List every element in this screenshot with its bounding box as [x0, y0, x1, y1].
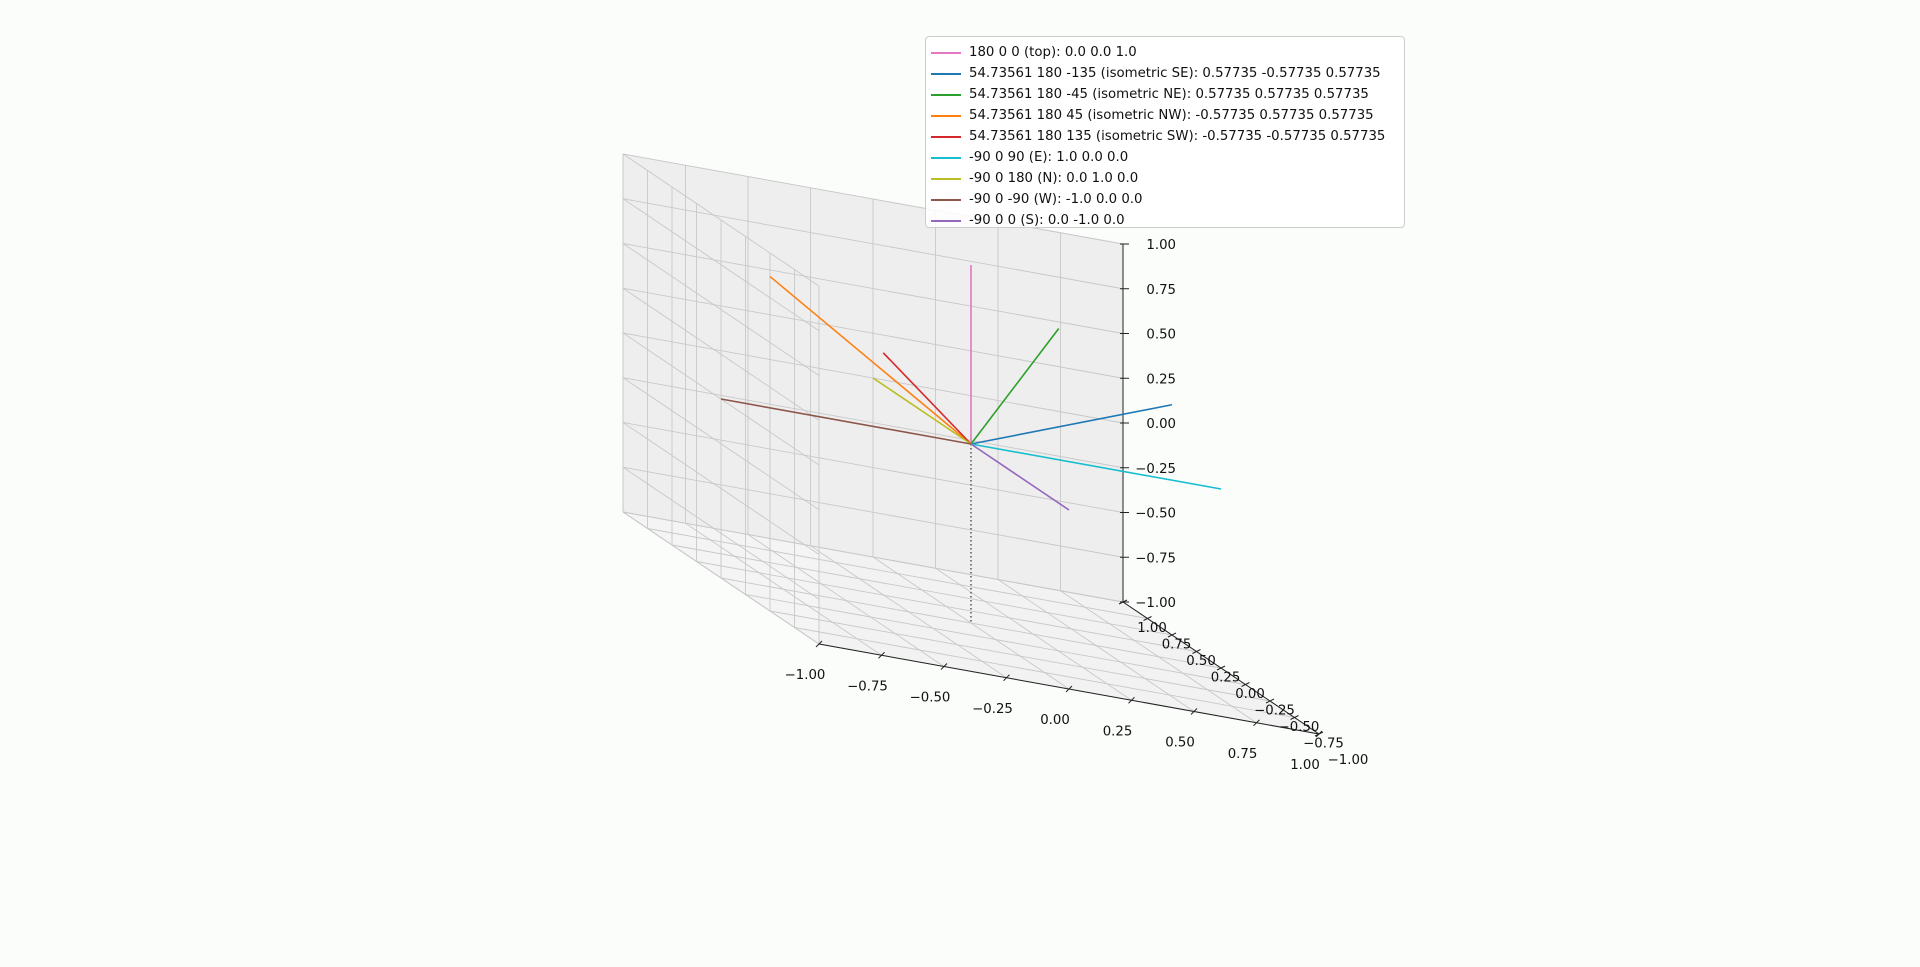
- x-tick: [815, 640, 823, 648]
- grid-line: [622, 153, 820, 287]
- tick-marks: [815, 243, 1324, 738]
- y-tick-label: −0.50: [1279, 720, 1320, 735]
- z-tick-label: 0.25: [1146, 372, 1176, 387]
- tick-labels: −1.00−0.75−0.50−0.250.000.250.500.751.00…: [785, 238, 1369, 773]
- x-tick: [940, 663, 948, 670]
- grid-line: [622, 243, 1124, 334]
- z-tick-label: 0.75: [1146, 283, 1176, 298]
- legend-swatch: [931, 73, 961, 75]
- x-tick-label: −0.50: [910, 691, 951, 706]
- legend-label: 54.73561 180 135 (isometric SW): -0.5773…: [969, 129, 1386, 144]
- series-line: [970, 443, 1222, 490]
- grid-line: [1060, 590, 1257, 724]
- legend-label: 54.73561 180 -135 (isometric SE): 0.5773…: [969, 66, 1381, 81]
- legend-label: 54.73561 180 -45 (isometric NE): 0.57735…: [969, 87, 1369, 102]
- x-tick: [1065, 685, 1073, 693]
- grid-line: [622, 198, 1124, 290]
- z-tick-label: 0.50: [1146, 328, 1176, 343]
- z-tick-label: −0.75: [1135, 551, 1176, 566]
- z-tick-label: −0.50: [1135, 507, 1176, 522]
- legend-swatch: [931, 199, 961, 201]
- y-tick-label: 0.25: [1211, 671, 1241, 686]
- y-tick: [1216, 665, 1226, 671]
- legend-item: -90 0 180 (N): 0.0 1.0 0.0: [926, 168, 1404, 189]
- legend-item: 54.73561 180 45 (isometric NW): -0.57735…: [926, 105, 1404, 126]
- y-tick-label: 0.00: [1235, 687, 1265, 702]
- legend-swatch: [931, 115, 961, 117]
- x-tick: [1190, 708, 1198, 715]
- grid-line: [696, 561, 1197, 652]
- x-tick: [1253, 719, 1260, 727]
- x-tick: [1128, 696, 1135, 704]
- x-tick-label: 0.75: [1228, 747, 1258, 762]
- legend-item: -90 0 90 (E): 1.0 0.0 0.0: [926, 147, 1404, 168]
- y-tick-label: 0.75: [1162, 638, 1192, 653]
- grid-line: [622, 511, 1124, 603]
- z-tick-label: 0.00: [1146, 417, 1176, 432]
- grid-line: [622, 198, 820, 332]
- legend-item: 54.73561 180 -45 (isometric NE): 0.57735…: [926, 84, 1404, 105]
- grid-line: [622, 287, 1124, 379]
- legend-swatch: [931, 94, 961, 96]
- y-tick-label: −1.00: [1328, 753, 1369, 768]
- legend-label: 54.73561 180 45 (isometric NW): -0.57735…: [969, 108, 1374, 123]
- series-line: [720, 398, 972, 445]
- grid-line: [935, 567, 1132, 701]
- y-tick-label: −0.25: [1254, 704, 1295, 719]
- series-line: [970, 443, 1070, 511]
- y-tick: [1192, 649, 1201, 654]
- y-tick-label: 1.00: [1137, 621, 1167, 636]
- legend: 180 0 0 (top): 0.0 0.0 1.0 54.73561 180 -…: [925, 36, 1405, 228]
- grid-line: [622, 243, 820, 376]
- x-tick: [878, 651, 885, 659]
- legend-label: -90 0 0 (S): 0.0 -1.0 0.0: [969, 213, 1125, 228]
- series-line: [872, 377, 972, 445]
- y-tick-label: 0.50: [1186, 654, 1216, 669]
- legend-label: -90 0 90 (E): 1.0 0.0 0.0: [969, 150, 1129, 165]
- y-tick: [1143, 616, 1152, 621]
- y-tick: [1265, 698, 1275, 704]
- y-tick-label: −0.75: [1303, 737, 1344, 752]
- legend-swatch: [931, 136, 961, 138]
- x-tick-label: 0.25: [1103, 724, 1133, 739]
- legend-swatch: [931, 157, 961, 159]
- grid-line: [647, 528, 1148, 619]
- series-line: [970, 328, 1060, 445]
- legend-label: -90 0 180 (N): 0.0 1.0 0.0: [969, 171, 1139, 186]
- legend-item: 54.73561 180 -135 (isometric SE): 0.5773…: [926, 63, 1404, 84]
- x-tick-label: 0.50: [1165, 736, 1195, 751]
- grid-line: [671, 544, 1173, 636]
- legend-label: -90 0 -90 (W): -1.0 0.0 0.0: [969, 192, 1143, 207]
- x-tick-label: −0.75: [847, 679, 888, 694]
- legend-item: 180 0 0 (top): 0.0 0.0 1.0: [926, 42, 1404, 63]
- y-tick: [1290, 715, 1299, 720]
- x-tick: [1003, 674, 1010, 682]
- series-lines: [720, 265, 1222, 623]
- legend-swatch: [931, 220, 961, 222]
- grid-line: [720, 577, 1222, 669]
- legend-swatch: [931, 52, 961, 54]
- series-line: [769, 275, 972, 445]
- x-tick-label: −1.00: [785, 668, 826, 683]
- grid-line: [997, 579, 1195, 712]
- y-tick: [1167, 632, 1177, 638]
- x-tick-label: 0.00: [1040, 713, 1070, 728]
- legend-item: -90 0 0 (S): 0.0 -1.0 0.0: [926, 210, 1404, 231]
- z-tick-label: −1.00: [1135, 596, 1176, 611]
- grid-line: [622, 287, 820, 421]
- legend-swatch: [931, 178, 961, 180]
- series-line: [970, 403, 1173, 445]
- y-tick: [1314, 731, 1324, 737]
- z-tick-label: −0.25: [1135, 462, 1176, 477]
- legend-item: -90 0 -90 (W): -1.0 0.0 0.0: [926, 189, 1404, 210]
- grid-line: [622, 153, 1124, 245]
- z-tick-label: 1.00: [1146, 238, 1176, 253]
- legend-label: 180 0 0 (top): 0.0 0.0 1.0: [969, 45, 1137, 60]
- series-line: [882, 352, 972, 445]
- x-tick-label: −0.25: [972, 702, 1013, 717]
- y-tick: [1241, 682, 1250, 687]
- x-tick-label: 1.00: [1290, 758, 1320, 773]
- legend-item: 54.73561 180 135 (isometric SW): -0.5773…: [926, 126, 1404, 147]
